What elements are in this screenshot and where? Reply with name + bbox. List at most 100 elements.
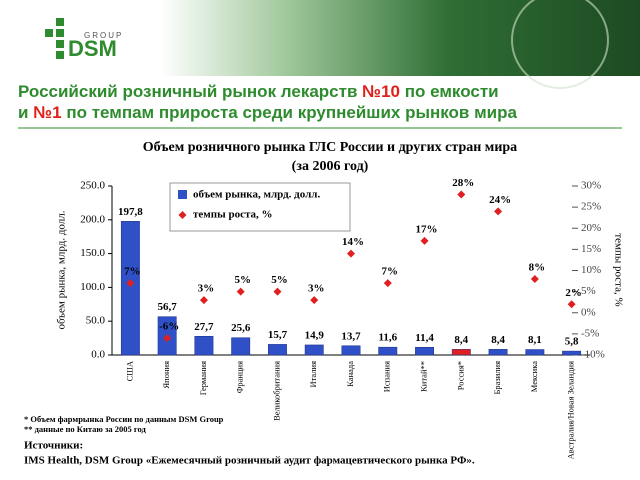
bar bbox=[451, 349, 471, 356]
bar bbox=[415, 347, 434, 356]
value-label: 197,8 bbox=[118, 206, 143, 218]
slide-title: Российский розничный рынок лекарств №10 … bbox=[18, 82, 499, 101]
x-tick-label: Китай** bbox=[418, 361, 428, 392]
sources-text: IMS Health, DSM Group «Ежемесячный розни… bbox=[24, 455, 475, 467]
y2-tick-label: -10% bbox=[581, 349, 605, 361]
sources-heading: Источники: bbox=[24, 440, 83, 452]
y-axis-label: объем рынка, млрд. долл. bbox=[56, 210, 68, 329]
growth-label: 28% bbox=[452, 177, 474, 189]
growth-point bbox=[163, 334, 172, 343]
bar bbox=[268, 344, 287, 356]
bar bbox=[231, 337, 251, 356]
growth-label: 7% bbox=[382, 266, 399, 278]
legend bbox=[169, 182, 351, 232]
x-tick-label: Япония bbox=[161, 361, 171, 389]
value-label: 5,8 bbox=[565, 336, 579, 348]
y2-axis-label: темпы роста, % bbox=[612, 233, 624, 306]
x-tick-label: Австралия/Новая Зеландия bbox=[566, 361, 576, 459]
legend-swatch bbox=[178, 211, 187, 219]
y2-tick-label: 0% bbox=[581, 306, 596, 318]
banner-decor bbox=[511, 0, 609, 89]
growth-point bbox=[420, 236, 429, 245]
legend-label: темпы роста, % bbox=[193, 209, 273, 221]
bar bbox=[562, 350, 582, 356]
logo-dot bbox=[56, 40, 64, 48]
title-part: по емкости bbox=[400, 82, 499, 101]
growth-label: 7% bbox=[124, 266, 141, 278]
y2-tick-label: 20% bbox=[581, 222, 601, 234]
footnote: * Объем фармрынка России по данным DSM G… bbox=[24, 414, 224, 424]
growth-label: -6% bbox=[159, 321, 179, 333]
growth-point bbox=[347, 249, 355, 258]
legend-label: объем рынка, млрд. долл. bbox=[193, 189, 320, 201]
x-tick-label: Италия bbox=[308, 361, 318, 388]
value-label: 27,7 bbox=[194, 321, 214, 333]
y-tick-label: 0.0 bbox=[91, 349, 105, 361]
growth-point bbox=[494, 207, 503, 216]
logo-name: DSM bbox=[68, 36, 117, 61]
y-tick-label: 150.0 bbox=[80, 247, 105, 259]
footnote: ** данные по Китаю за 2005 год bbox=[24, 424, 147, 434]
value-label: 13,7 bbox=[341, 330, 361, 342]
y2-tick-label: 30% bbox=[581, 180, 601, 192]
header-banner bbox=[0, 0, 640, 76]
x-tick-label: Канада bbox=[345, 361, 355, 387]
title-part: Российский розничный рынок лекарств bbox=[18, 82, 362, 101]
value-label: 56,7 bbox=[158, 301, 178, 313]
x-tick-label: Франция bbox=[235, 361, 245, 393]
x-tick-label: Бразилия bbox=[492, 361, 502, 395]
value-label: 14,9 bbox=[305, 329, 325, 341]
growth-label: 24% bbox=[489, 194, 511, 206]
value-label: 8,4 bbox=[491, 334, 505, 346]
bar bbox=[194, 336, 214, 356]
value-label: 11,6 bbox=[378, 332, 397, 344]
chart-title: Объем розничного рынка ГЛС России и друг… bbox=[143, 140, 517, 155]
x-tick-label: Великобритания bbox=[271, 361, 281, 421]
growth-label: 3% bbox=[308, 283, 325, 295]
growth-point bbox=[530, 274, 539, 283]
title-part: №1 bbox=[33, 103, 61, 122]
bar bbox=[488, 349, 508, 356]
x-tick-label: Германия bbox=[198, 361, 208, 395]
growth-point bbox=[310, 296, 319, 305]
y-tick-label: 100.0 bbox=[80, 281, 105, 293]
growth-label: 3% bbox=[198, 283, 215, 295]
growth-label: 17% bbox=[416, 223, 438, 235]
value-label: 8,1 bbox=[528, 334, 542, 346]
growth-label: 5% bbox=[271, 274, 288, 286]
y2-tick-label: 10% bbox=[581, 264, 601, 276]
bar bbox=[304, 344, 324, 356]
title-part: и bbox=[18, 103, 33, 122]
value-label: 25,6 bbox=[231, 322, 251, 334]
x-tick-label: Испания bbox=[382, 361, 392, 392]
bar bbox=[378, 346, 398, 356]
growth-point bbox=[236, 287, 245, 296]
chart-subtitle: (за 2006 год) bbox=[292, 159, 369, 174]
value-label: 11,4 bbox=[415, 332, 434, 344]
slide-title: и №1 по темпам прироста среди крупнейших… bbox=[18, 103, 517, 122]
y-tick-label: 250.0 bbox=[80, 180, 105, 192]
growth-point bbox=[199, 296, 208, 305]
bar bbox=[341, 345, 361, 356]
growth-label: 8% bbox=[529, 261, 546, 273]
value-label: 8,4 bbox=[454, 334, 468, 346]
bar bbox=[525, 349, 545, 356]
growth-point bbox=[126, 279, 135, 288]
title-part: №10 bbox=[362, 82, 400, 101]
y-tick-label: 200.0 bbox=[80, 213, 105, 225]
y2-tick-label: -5% bbox=[581, 327, 599, 339]
y-tick-label: 50.0 bbox=[86, 315, 106, 327]
value-label: 15,7 bbox=[268, 329, 288, 341]
legend-swatch bbox=[178, 190, 187, 199]
x-tick-label: Мексика bbox=[529, 361, 539, 392]
y2-tick-label: 25% bbox=[581, 201, 601, 213]
growth-point bbox=[457, 190, 466, 199]
logo-dot bbox=[56, 29, 64, 37]
growth-label: 2% bbox=[565, 287, 582, 299]
growth-point bbox=[567, 300, 576, 309]
logo-dot bbox=[45, 29, 53, 37]
title-part: по темпам прироста среди крупнейших рынк… bbox=[62, 103, 518, 122]
y2-tick-label: 5% bbox=[581, 285, 596, 297]
